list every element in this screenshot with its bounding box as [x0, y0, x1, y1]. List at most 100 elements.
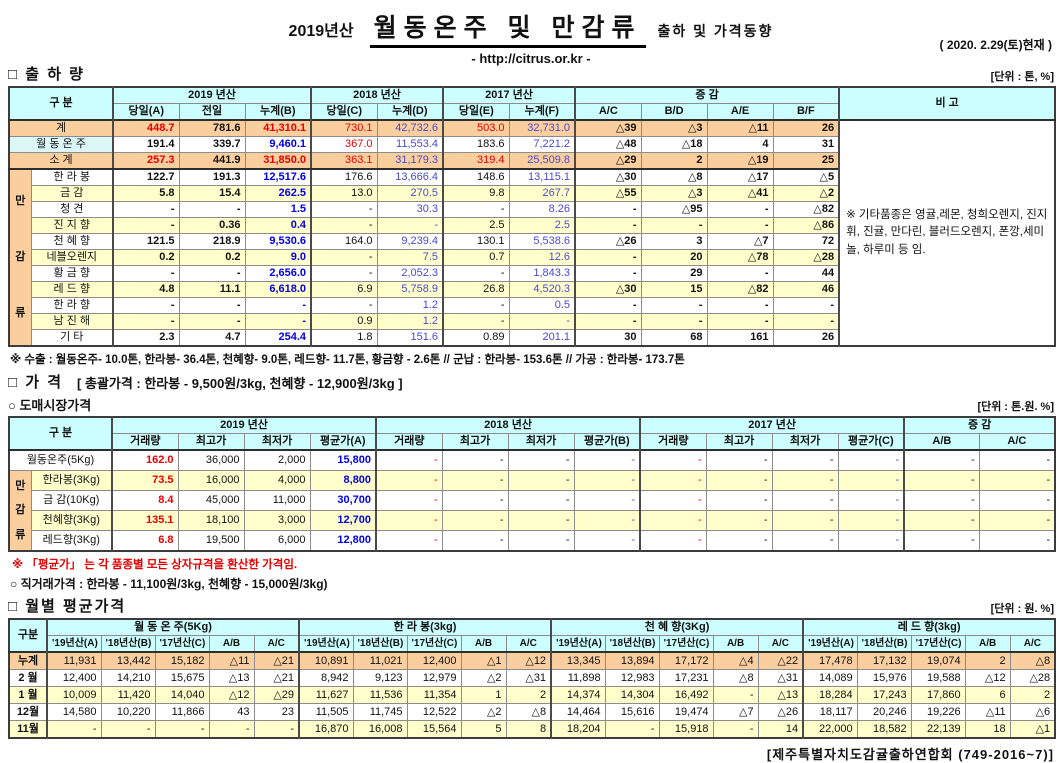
value-cell: -	[573, 449, 641, 471]
value-cell: △21	[253, 651, 300, 670]
table-row: 월 동 온 주 191.4 339.7 9,460.1 367.0 11,553.4 183…	[8, 136, 1055, 153]
value-cell: 13,345	[550, 651, 606, 670]
value-cell: 45,000	[177, 490, 245, 511]
row-label: 네블오렌지	[30, 249, 114, 266]
value-cell: △12	[964, 669, 1011, 687]
col-header: A/C	[574, 103, 642, 121]
value-cell: 151.6	[376, 329, 444, 347]
row-label: 레 드 향	[30, 281, 114, 298]
value-cell: -	[244, 313, 312, 330]
value-cell: 257.3	[112, 152, 180, 170]
value-cell: △8	[712, 669, 759, 687]
value-cell: 11,931	[46, 651, 102, 670]
value-cell: 270.5	[376, 185, 444, 202]
value-cell: 12,800	[309, 530, 377, 552]
value-cell: △21	[253, 669, 300, 687]
col-header: '17년산(C)	[154, 635, 210, 653]
row-label: 한라봉(3Kg)	[30, 470, 113, 491]
col-header: 최고가	[177, 433, 245, 451]
value-cell: 2,052.3	[376, 265, 444, 282]
col-header: '19년산(A)	[802, 635, 858, 653]
value-cell: 42,732.6	[376, 119, 444, 137]
value-cell: 18,204	[550, 720, 606, 739]
value-cell: 15,675	[154, 669, 210, 687]
row-label: 한 라 향	[30, 297, 114, 314]
value-cell: 6,618.0	[244, 281, 312, 298]
value-cell: 31	[772, 136, 840, 153]
value-cell: △6	[1009, 703, 1056, 721]
value-cell: 13,442	[100, 651, 156, 670]
value-cell: -	[705, 510, 773, 531]
value-cell: 0.2	[112, 249, 180, 266]
value-cell: 73.5	[111, 470, 179, 491]
value-cell: 1.8	[310, 329, 378, 347]
table-row: 남 진 해 - - -0.9 1.2- - - - - -	[9, 313, 1055, 330]
value-cell: -	[772, 313, 840, 330]
value-cell: 0.9	[310, 313, 378, 330]
year-2018-header: 2018 년산	[310, 86, 444, 104]
value-cell: -	[573, 530, 641, 552]
row-label: 기 타	[30, 329, 114, 347]
value-cell: 15,976	[856, 669, 912, 687]
value-cell: -	[639, 470, 707, 491]
col-header: 누계(B)	[244, 103, 312, 121]
value-cell: -	[978, 530, 1056, 552]
value-cell: -	[507, 510, 575, 531]
value-cell: △29	[574, 152, 642, 170]
col-header: 최저가	[771, 433, 839, 451]
value-cell: 14,464	[550, 703, 606, 721]
value-cell: 503.0	[442, 119, 510, 137]
value-cell: △19	[706, 152, 774, 170]
value-cell: -	[705, 530, 773, 552]
remark-cell: ※ 기타품종은 영귤,레몬, 청희오렌지, 진지휘, 진귤, 만다린, 블러드오…	[838, 119, 1056, 347]
value-cell: 5	[460, 720, 507, 739]
value-cell: -	[639, 530, 707, 552]
value-cell: △28	[1009, 669, 1056, 687]
value-cell: 11,627	[298, 686, 354, 704]
value-cell: 9.0	[244, 249, 312, 266]
value-cell: 31,179.3	[376, 152, 444, 170]
col-header: 거래량	[639, 433, 707, 451]
value-cell: -	[442, 313, 510, 330]
value-cell: -	[507, 490, 575, 511]
price-summary: [ 총괄가격 : 한라봉 - 9,500원/3kg, 천혜향 - 12,900원…	[77, 376, 403, 391]
value-cell: 12.6	[508, 249, 576, 266]
group-label-char: 만	[15, 479, 26, 492]
value-cell: 18,582	[856, 720, 912, 739]
value-cell: -	[310, 249, 378, 266]
value-cell: 12,517.6	[244, 168, 312, 186]
table-row: 1 월 10,009 11,420 14,040 △12 △29 11,627 11,536 1…	[8, 686, 1056, 704]
value-cell: 164.0	[310, 233, 378, 250]
value-cell: 13,115.1	[508, 168, 576, 186]
value-cell: 26	[772, 329, 840, 347]
row-label: 계	[8, 119, 114, 137]
value-cell: 15,918	[658, 720, 714, 739]
value-cell: -	[640, 313, 708, 330]
value-cell: 2,000	[243, 449, 311, 471]
value-cell: -	[441, 470, 509, 491]
value-cell: △48	[574, 136, 642, 153]
value-cell: -	[376, 217, 444, 234]
value-cell: 31,850.0	[244, 152, 312, 170]
value-cell: -	[154, 720, 210, 739]
value-cell: 2	[964, 651, 1011, 670]
year-2018-header: 2018 년산	[375, 416, 641, 434]
value-cell: 72	[772, 233, 840, 250]
table-row: 진 지 향 -0.36 0.4- -2.5 2.5- - - △86	[9, 217, 1055, 234]
row-label: 남 진 해	[30, 313, 114, 330]
value-cell: -	[903, 470, 980, 491]
row-label: 청 견	[30, 201, 114, 218]
value-cell: 13.0	[310, 185, 378, 202]
table-row: 2 월 12,400 14,210 15,675 △13 △21 8,942 9,123 12,…	[8, 669, 1056, 687]
value-cell: 148.6	[442, 168, 510, 186]
value-cell: 13,894	[604, 651, 660, 670]
value-cell: -	[771, 449, 839, 471]
value-cell: △8	[1009, 651, 1056, 670]
table-row: 청 견 - -1.5-30.3-8.26- △95- △82	[9, 201, 1055, 218]
value-cell: 2.3	[112, 329, 180, 347]
value-cell: △3	[640, 119, 708, 137]
year-2017-header: 2017 년산	[442, 86, 576, 104]
value-cell: 2	[640, 152, 708, 170]
col-header: 거래량	[375, 433, 443, 451]
